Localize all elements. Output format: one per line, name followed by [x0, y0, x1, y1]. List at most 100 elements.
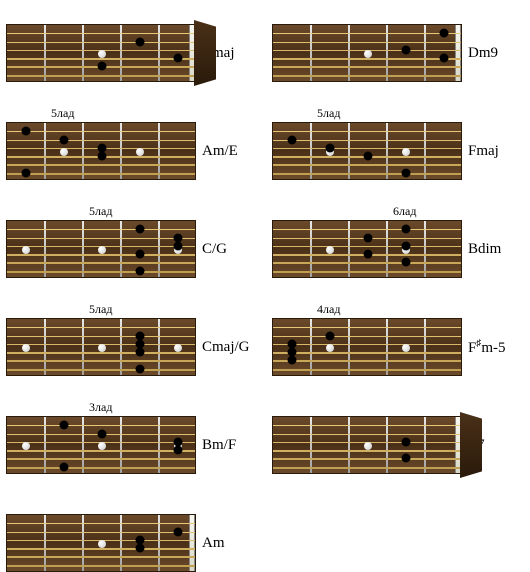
finger-dot: [136, 348, 145, 357]
fretboard-wrap: [272, 122, 462, 180]
chord-row: E7: [272, 416, 485, 474]
fret-inlay: [22, 442, 30, 450]
fretboard-wrap: [272, 24, 462, 82]
headstock: [460, 412, 482, 478]
fretboard-wrap: [6, 122, 196, 180]
fret-inlay: [60, 148, 68, 156]
chord-cell: E7: [272, 400, 524, 474]
string: [273, 262, 461, 264]
fret-position-label: 6лад: [272, 204, 416, 218]
finger-dot: [288, 356, 297, 365]
chord-cell: 5ладC/G: [6, 204, 258, 278]
finger-dot: [98, 62, 107, 71]
string: [7, 369, 195, 371]
string: [273, 140, 461, 141]
string: [273, 148, 461, 149]
fret-inlay: [136, 148, 144, 156]
fret-inlay: [22, 246, 30, 254]
string: [7, 75, 195, 77]
string: [7, 458, 195, 460]
string: [273, 344, 461, 345]
fret-position-label: 5лад: [272, 106, 340, 120]
string: [273, 229, 461, 230]
string: [7, 140, 195, 141]
fretboard: [6, 24, 196, 82]
string: [7, 467, 195, 469]
string: [7, 229, 195, 230]
finger-dot: [326, 143, 335, 152]
chord-row: Am/E: [6, 122, 238, 180]
finger-dot: [402, 241, 411, 250]
chord-row: Fmaj: [272, 122, 499, 180]
string: [7, 164, 195, 166]
chord-name: Am/E: [202, 143, 238, 160]
chord-cell: 6лад Bdim: [272, 204, 524, 278]
string: [273, 131, 461, 132]
finger-dot: [60, 421, 69, 430]
chord-cell: Cmaj: [6, 8, 258, 82]
chord-name: Bm/F: [202, 437, 236, 454]
fret-inlay: [402, 344, 410, 352]
chord-name: C/G: [202, 241, 227, 258]
string: [273, 33, 461, 34]
string: [273, 173, 461, 175]
chord-row: C/G: [6, 220, 227, 278]
string: [273, 467, 461, 469]
chord-cell: Dm9: [272, 8, 524, 82]
string: [273, 369, 461, 371]
finger-dot: [364, 233, 373, 242]
finger-dot: [402, 258, 411, 267]
fretboard-wrap: [6, 220, 196, 278]
chord-name: Dm9: [468, 45, 498, 62]
fret-inlay: [98, 540, 106, 548]
fret-position-label: 5лад: [6, 106, 74, 120]
fretboard: [272, 122, 462, 180]
finger-dot: [288, 135, 297, 144]
string: [7, 33, 195, 34]
chord-grid: Cmaj Dm9 5лад Am/E 5лад Fmaj 5ладC/G 6лад Bdim 5л…: [6, 8, 524, 572]
finger-dot: [174, 241, 183, 250]
fretboard: [272, 416, 462, 474]
finger-dot: [136, 225, 145, 234]
chord-cell: 5лад Fmaj: [272, 106, 524, 180]
fret-inlay: [326, 344, 334, 352]
chord-row: Cmaj: [6, 24, 235, 82]
chord-row: Am: [6, 514, 225, 572]
string: [7, 548, 195, 550]
chord-name: Fmaj: [468, 143, 499, 160]
string: [273, 246, 461, 247]
chord-row: Bdim: [272, 220, 501, 278]
finger-dot: [22, 168, 31, 177]
fretboard-wrap: [6, 24, 196, 82]
fret-inlay: [98, 442, 106, 450]
string: [7, 42, 195, 43]
chord-name: Cmaj/G: [202, 339, 250, 356]
fret-inlay: [364, 442, 372, 450]
string: [7, 327, 195, 328]
chord-cell: 5ладCmaj/G: [6, 302, 258, 376]
fretboard: [6, 416, 196, 474]
fretboard: [6, 220, 196, 278]
finger-dot: [174, 446, 183, 455]
chord-row: F♯m-5: [272, 318, 506, 376]
finger-dot: [136, 37, 145, 46]
finger-dot: [440, 54, 449, 63]
finger-dot: [136, 250, 145, 259]
string: [7, 271, 195, 273]
finger-dot: [402, 454, 411, 463]
finger-dot: [364, 152, 373, 161]
string: [273, 450, 461, 452]
finger-dot: [136, 544, 145, 553]
chord-name: Bdim: [468, 241, 501, 258]
fretboard-wrap: [272, 416, 462, 474]
string: [7, 58, 195, 60]
finger-dot: [402, 437, 411, 446]
fretboard: [272, 24, 462, 82]
finger-dot: [402, 168, 411, 177]
finger-dot: [402, 225, 411, 234]
fret-inlay: [364, 50, 372, 58]
chord-row: Bm/F: [6, 416, 236, 474]
string: [7, 336, 195, 337]
fretboard-wrap: [272, 220, 462, 278]
string: [7, 238, 195, 239]
